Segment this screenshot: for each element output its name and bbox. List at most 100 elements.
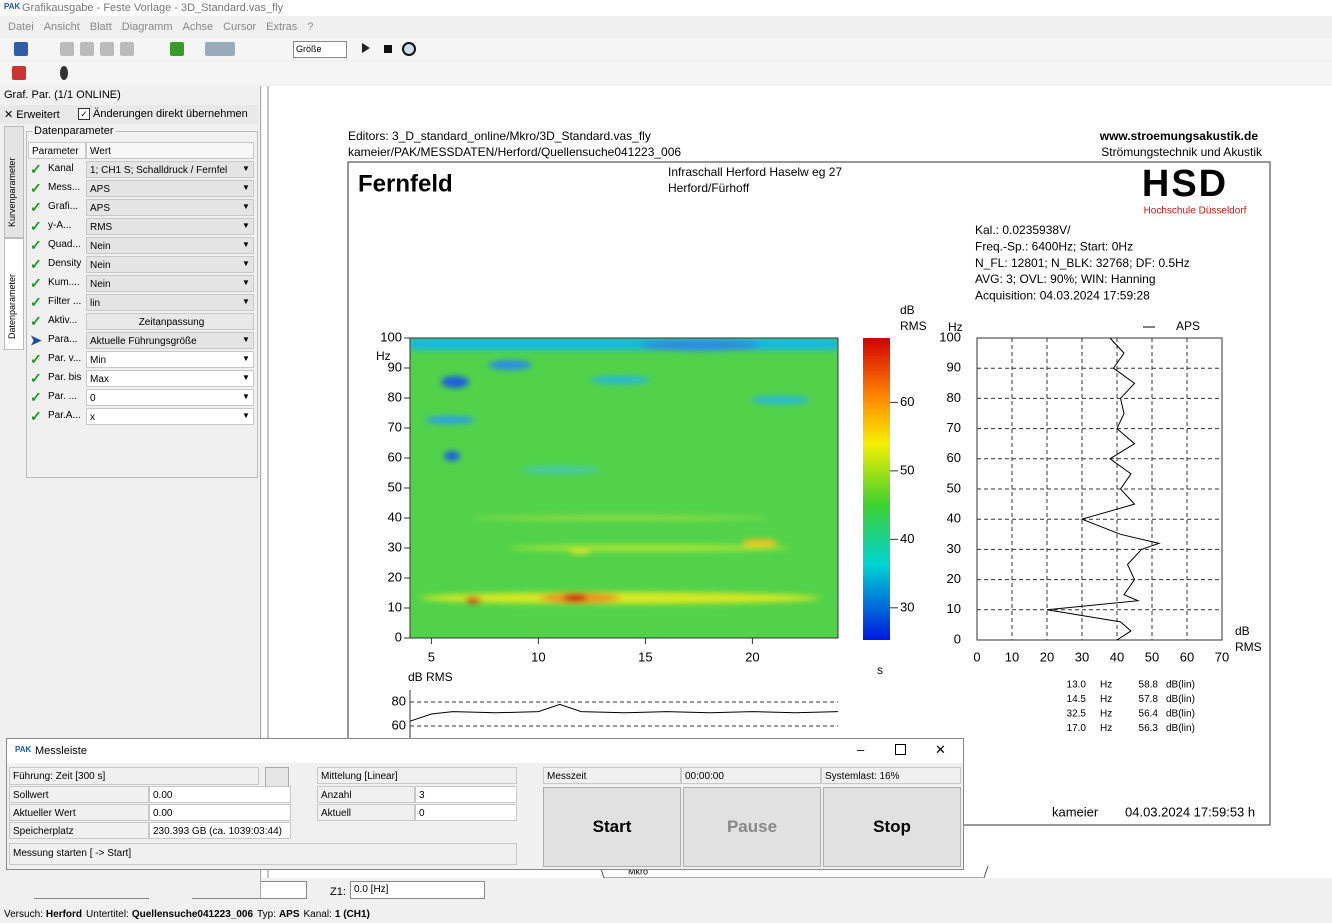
colorbar-tick-label: 60 xyxy=(900,394,914,409)
action-button[interactable]: Pause xyxy=(683,787,821,867)
parameter-value[interactable]: Max xyxy=(86,370,254,387)
x-tick-label: 15 xyxy=(638,649,652,664)
path-line: kameier/PAK/MESSDATEN/Herford/Quellensuc… xyxy=(348,145,681,159)
parameter-value[interactable]: 1; CH1 S; Schalldruck / Fernfel xyxy=(86,161,254,178)
parameter-name: Filter ... xyxy=(48,296,81,307)
dropdown-arrow[interactable]: ▼ xyxy=(242,354,250,363)
peak-cell: 57.8 xyxy=(1139,694,1159,705)
field-value[interactable]: 230.393 GB (ca. 1039:03:44) xyxy=(149,822,291,839)
subtitle: Strömungstechnik und Akustik xyxy=(1101,145,1263,159)
peak-cell: dB(lin) xyxy=(1166,680,1195,691)
parameter-value[interactable]: Nein xyxy=(86,237,254,254)
dropdown-arrow[interactable]: ▼ xyxy=(242,164,250,173)
side-tab-label[interactable]: Datenparameter xyxy=(7,274,17,339)
cursor-label: Z1: xyxy=(330,886,346,898)
parameter-name: Para... xyxy=(48,334,77,345)
dropdown-arrow[interactable]: ▼ xyxy=(242,392,250,401)
x-tick-label: 30 xyxy=(1075,649,1089,664)
info-label: Untertitel: xyxy=(86,909,129,920)
website: www.stroemungsakustik.de xyxy=(1099,129,1259,143)
colorbar xyxy=(863,338,890,640)
y-tick-label: 0 xyxy=(395,629,402,644)
parameter-name: Kanal xyxy=(48,163,74,174)
y-tick-label: 60 xyxy=(388,449,402,464)
peak-cell: 58.8 xyxy=(1139,680,1159,691)
spectrogram-image xyxy=(410,338,838,638)
checkbox[interactable]: ✓ xyxy=(78,108,90,120)
dropdown-arrow[interactable]: ▼ xyxy=(242,297,250,306)
panel-title: Graf. Par. (1/1 ONLINE) xyxy=(4,89,121,101)
count-label: Aktuell xyxy=(317,804,415,821)
minimize-button[interactable]: – xyxy=(857,742,864,757)
y-tick-label: 0 xyxy=(954,631,961,646)
guide-button[interactable] xyxy=(265,767,289,787)
dropdown-arrow[interactable]: ▼ xyxy=(242,240,250,249)
parameter-value[interactable]: Min xyxy=(86,351,254,368)
parameter-value[interactable]: x xyxy=(86,408,254,425)
row-status-icon: ✓ xyxy=(30,370,42,387)
row-status-icon: ✓ xyxy=(30,180,42,197)
parameter-value[interactable]: 0 xyxy=(86,389,254,406)
action-button[interactable]: Start xyxy=(543,787,681,867)
peak-cell: 14.5 xyxy=(1067,694,1087,705)
dropdown-arrow[interactable]: ▼ xyxy=(242,183,250,192)
y-tick-label: 80 xyxy=(947,390,961,405)
x-tick-label: 20 xyxy=(745,649,759,664)
dropdown-arrow[interactable]: ▼ xyxy=(242,278,250,287)
y-tick-label: 100 xyxy=(380,329,402,344)
field-value[interactable]: 0.00 xyxy=(149,786,291,803)
dropdown-arrow[interactable]: ▼ xyxy=(242,221,250,230)
parameter-value[interactable]: RMS xyxy=(86,218,254,235)
parameter-value[interactable]: Nein xyxy=(86,275,254,292)
colorbar-tick-label: 50 xyxy=(900,462,914,477)
parameter-value[interactable]: Nein xyxy=(86,256,254,273)
logo: HSD xyxy=(1142,163,1228,205)
field-value[interactable]: 0.00 xyxy=(149,804,291,821)
dropdown-arrow[interactable]: ▼ xyxy=(242,373,250,382)
parameter-value[interactable]: APS xyxy=(86,180,254,197)
parameter-value[interactable]: Aktuelle Führungsgröße xyxy=(86,332,254,349)
info-label: Kanal: xyxy=(304,909,332,920)
close-button[interactable]: ✕ xyxy=(935,742,946,758)
dropdown-arrow[interactable]: ▼ xyxy=(242,411,250,420)
dropdown-arrow[interactable]: ▼ xyxy=(242,259,250,268)
side-tab[interactable]: Kurvenparameter xyxy=(4,126,24,238)
maximize-button[interactable] xyxy=(895,744,906,755)
row-status-icon: ✓ xyxy=(30,351,42,368)
y-tick-label: 40 xyxy=(388,509,402,524)
parameter-value[interactable]: lin xyxy=(86,294,254,311)
parameter-name: Kum.... xyxy=(48,277,80,288)
parameter-name: Mess... xyxy=(48,182,80,193)
institution: Hochschule Düsseldorf xyxy=(1144,206,1247,217)
info-label: Typ: xyxy=(257,909,276,920)
acquisition-info: Freq.-Sp.: 6400Hz; Start: 0Hz xyxy=(975,239,1133,253)
field-label: Aktueller Wert xyxy=(9,804,149,821)
dropdown-arrow[interactable]: ▼ xyxy=(242,335,250,344)
expand-label[interactable]: Erweitert xyxy=(16,109,59,121)
field-label: Sollwert xyxy=(9,786,149,803)
x-tick-label: 70 xyxy=(1215,649,1229,664)
checkbox-label[interactable]: Änderungen direkt übernehmen xyxy=(93,108,248,120)
count-label: Anzahl xyxy=(317,786,415,803)
footer-user: kameier xyxy=(1052,804,1099,819)
row-status-icon: ✓ xyxy=(30,294,42,311)
parameter-value[interactable]: APS xyxy=(86,199,254,216)
action-button[interactable]: Stop xyxy=(823,787,961,867)
expand-button[interactable]: ✕ Erweitert xyxy=(4,108,60,121)
acquisition-info: Acquisition: 04.03.2024 17:59:28 xyxy=(975,288,1150,302)
parameter-value[interactable]: Zeitanpassung xyxy=(86,313,254,330)
side-tab[interactable]: Datenparameter xyxy=(4,238,24,350)
dropdown-arrow[interactable]: ▼ xyxy=(242,202,250,211)
editors-line: Editors: 3_D_standard_online/Mkro/3D_Sta… xyxy=(348,129,651,143)
y-tick-label: 70 xyxy=(947,420,961,435)
guide-field: Führung: Zeit [300 s] xyxy=(9,767,259,785)
x-tick-label: 20 xyxy=(1040,649,1054,664)
y-tick-label: 60 xyxy=(947,450,961,465)
peak-cell: Hz xyxy=(1100,723,1112,734)
side-tab-label[interactable]: Kurvenparameter xyxy=(7,157,17,227)
parameter-name: y-A... xyxy=(48,220,71,231)
time-value: 00:00:00 xyxy=(681,767,821,784)
panel-toolbar: ✕ Erweitert ✓ Änderungen direkt übernehm… xyxy=(0,105,258,124)
colorbar-label: dB xyxy=(900,303,915,317)
peak-cell: Hz xyxy=(1100,694,1112,705)
